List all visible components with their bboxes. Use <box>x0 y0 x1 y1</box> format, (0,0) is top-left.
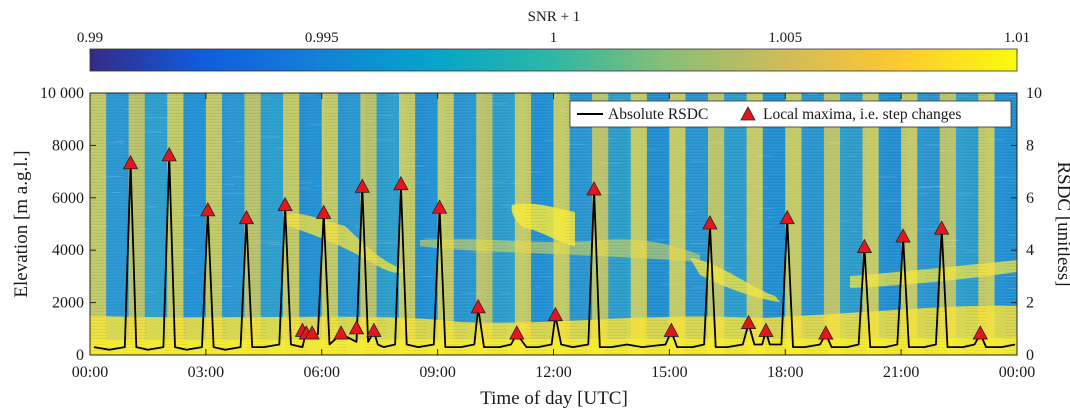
local-maximum-marker <box>972 325 988 340</box>
colorbar-tick-label: 1.005 <box>768 30 802 46</box>
legend-triangle-swatch <box>740 106 756 121</box>
local-maximum-marker <box>663 322 679 337</box>
colorbar-tick-label: 1.01 <box>1004 30 1030 46</box>
local-maximum-marker <box>740 314 757 329</box>
local-maximum-marker <box>934 220 950 235</box>
y-left-tick-label: 10 000 <box>40 85 84 102</box>
local-maximum-marker <box>304 325 320 340</box>
colorbar: SNR + 1 0.99 0.995 1 1.005 1.01 <box>77 9 1030 72</box>
y-right-tick-label: 2 <box>1026 295 1034 312</box>
local-maximum-marker <box>509 325 525 340</box>
local-maximum-marker <box>470 298 486 314</box>
x-axis: 00:00 03:00 06:00 09:00 12:00 15:00 18:00 21:00… <box>72 93 1035 381</box>
local-maximum-marker <box>122 154 139 170</box>
colorbar-tick-label: 1 <box>550 30 558 46</box>
legend-entry-maxima: Local maxima, i.e. step changes <box>763 106 961 123</box>
heatmap <box>90 93 1017 355</box>
x-tick-label: 00:00 <box>72 364 108 381</box>
x-tick-label: 06:00 <box>304 364 340 381</box>
local-maximum-marker <box>316 204 332 219</box>
legend: Absolute RSDC Local maxima, i.e. step ch… <box>569 100 1012 128</box>
y-left-tick-label: 0 <box>76 347 84 364</box>
x-tick-label: 18:00 <box>767 364 803 381</box>
colorbar-title: SNR + 1 <box>528 9 581 25</box>
y-left-tick-label: 8000 <box>52 137 84 154</box>
x-axis-label: Time of day [UTC] <box>480 388 628 409</box>
local-maximum-marker <box>779 209 795 225</box>
legend-entry-rsdc: Absolute RSDC <box>608 106 708 123</box>
y-left-tick-label: 6000 <box>52 190 84 207</box>
y-right-tick-label: 6 <box>1026 190 1034 207</box>
local-maximum-marker <box>431 199 448 214</box>
local-maximum-marker <box>200 202 216 217</box>
y-axis-left: 0 2000 4000 6000 8000 10 000 <box>40 85 96 364</box>
y-left-tick-label: 2000 <box>52 295 84 312</box>
y-axis-left-label: Elevation [m a.g.l.] <box>11 150 32 297</box>
local-maximum-marker <box>547 306 564 322</box>
y-axis-right: 0 2 4 6 8 10 <box>1011 85 1042 364</box>
local-maximum-marker <box>161 147 177 162</box>
local-maximum-marker <box>856 238 873 253</box>
y-left-tick-label: 4000 <box>52 242 84 259</box>
y-right-tick-label: 10 <box>1026 85 1042 102</box>
local-maximum-marker <box>758 322 774 337</box>
legend-box <box>569 100 1012 128</box>
local-maximum-marker <box>366 322 382 337</box>
local-maximum-marker <box>348 319 365 335</box>
local-maximum-marker <box>393 175 409 191</box>
colorbar-tick-label: 0.99 <box>77 30 103 46</box>
local-maximum-marker <box>277 196 293 212</box>
local-maximum-marker <box>333 325 349 340</box>
local-maximum-marker <box>586 181 602 196</box>
colorbar-ticks: 0.99 0.995 1 1.005 1.01 <box>77 30 1030 54</box>
colorbar-gradient <box>89 48 1018 72</box>
local-maximum-marker <box>354 178 370 193</box>
y-right-tick-label: 4 <box>1026 242 1034 259</box>
x-tick-label: 15:00 <box>651 364 687 381</box>
y-right-tick-label: 0 <box>1026 347 1034 364</box>
rsdc-line <box>93 154 1016 351</box>
rsdc-series <box>93 147 1016 351</box>
x-tick-label: 12:00 <box>535 364 571 381</box>
y-right-tick-label: 8 <box>1026 137 1034 154</box>
x-tick-label: 21:00 <box>883 364 919 381</box>
x-tick-label: 00:00 <box>999 364 1035 381</box>
x-tick-label: 09:00 <box>419 364 455 381</box>
colorbar-tick-label: 0.995 <box>305 30 339 46</box>
local-maximum-marker <box>818 325 834 340</box>
local-maximum-marker <box>895 228 911 243</box>
y-axis-right-label: RSDC [unitless] <box>1053 161 1070 286</box>
local-maximum-marker <box>702 215 718 230</box>
local-maximum-marker <box>238 209 255 225</box>
x-tick-label: 03:00 <box>188 364 224 381</box>
